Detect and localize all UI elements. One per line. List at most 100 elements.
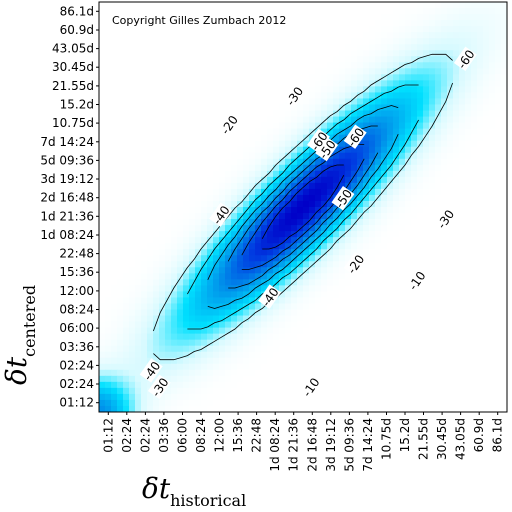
heatmap-cell — [141, 26, 148, 33]
heatmap-cell — [273, 321, 280, 329]
heatmap-cell — [291, 50, 298, 57]
heatmap-cell — [351, 182, 358, 190]
heatmap-cell — [303, 182, 310, 190]
heatmap-cell — [417, 255, 424, 262]
heatmap-cell — [477, 74, 484, 81]
heatmap-cell — [447, 182, 454, 190]
heatmap-cell — [219, 92, 226, 100]
heatmap-cell — [225, 327, 232, 335]
heatmap-cell — [429, 200, 436, 208]
heatmap-cell — [213, 68, 220, 75]
heatmap-cell — [177, 146, 184, 154]
heatmap-cell — [321, 104, 328, 112]
heatmap-cell — [231, 339, 238, 347]
heatmap-cell — [441, 32, 448, 39]
heatmap-cell — [123, 225, 130, 232]
heatmap-cell — [357, 38, 364, 45]
x-tick-label: 22:48 — [250, 418, 264, 453]
heatmap-cell — [207, 170, 214, 178]
heatmap-cell — [477, 369, 484, 377]
heatmap-cell — [171, 243, 178, 250]
heatmap-cell — [291, 243, 298, 250]
heatmap-cell — [237, 333, 244, 341]
heatmap-cell — [399, 2, 406, 9]
heatmap-cell — [465, 309, 472, 317]
heatmap-cell — [123, 182, 130, 190]
heatmap-cell — [213, 116, 220, 124]
heatmap-cell — [363, 285, 370, 293]
heatmap-cell — [189, 363, 196, 371]
heatmap-cell — [477, 44, 484, 51]
heatmap-cell — [159, 68, 166, 75]
heatmap-cell — [159, 194, 166, 202]
heatmap-cell — [477, 134, 484, 142]
heatmap-cell — [219, 104, 226, 112]
heatmap-cell — [159, 62, 166, 69]
heatmap-cell — [501, 26, 507, 33]
heatmap-cell — [357, 176, 364, 184]
heatmap-cell — [189, 152, 196, 160]
heatmap-cell — [441, 237, 448, 244]
heatmap-cell — [219, 2, 226, 9]
heatmap-cell — [369, 194, 376, 202]
heatmap-cell — [405, 104, 412, 112]
heatmap-cell — [495, 297, 502, 305]
heatmap-cell — [429, 14, 436, 21]
y-tick-label: 06:00 — [59, 321, 94, 335]
heatmap-cell — [123, 32, 130, 39]
heatmap-cell — [117, 255, 124, 262]
heatmap-cell — [159, 164, 166, 172]
heatmap-cell — [393, 297, 400, 305]
heatmap-cell — [477, 158, 484, 166]
heatmap-cell — [183, 207, 190, 214]
heatmap-cell — [303, 237, 310, 244]
heatmap-cell — [495, 146, 502, 154]
heatmap-cell — [207, 194, 214, 202]
heatmap-cell — [213, 405, 220, 412]
heatmap-cell — [171, 351, 178, 359]
heatmap-cell — [165, 62, 172, 69]
heatmap-cell — [99, 339, 106, 347]
heatmap-cell — [111, 309, 118, 317]
heatmap-cell — [237, 267, 244, 274]
heatmap-cell — [219, 26, 226, 33]
heatmap-cell — [393, 393, 400, 401]
heatmap-cell — [237, 26, 244, 33]
y-axis-subscript: centered — [20, 285, 39, 357]
heatmap-cell — [411, 146, 418, 154]
heatmap-cell — [201, 110, 208, 118]
heatmap-cell — [369, 273, 376, 280]
heatmap-cell — [369, 176, 376, 184]
heatmap-cell — [435, 86, 442, 94]
heatmap-cell — [441, 194, 448, 202]
heatmap-cell — [375, 62, 382, 69]
heatmap-cell — [417, 315, 424, 323]
heatmap-cell — [471, 14, 478, 21]
heatmap-cell — [285, 68, 292, 75]
heatmap-cell — [339, 321, 346, 329]
heatmap-cell — [99, 122, 106, 130]
heatmap-cell — [219, 158, 226, 166]
heatmap-cell — [447, 80, 454, 88]
heatmap-cell — [363, 110, 370, 118]
heatmap-cell — [291, 219, 298, 226]
heatmap-cell — [189, 14, 196, 21]
heatmap-cell — [267, 357, 274, 365]
heatmap-cell — [405, 194, 412, 202]
heatmap-cell — [129, 158, 136, 166]
heatmap-cell — [261, 200, 268, 208]
heatmap-cell — [339, 303, 346, 311]
heatmap-cell — [135, 158, 142, 166]
heatmap-cell — [135, 261, 142, 268]
heatmap-cell — [381, 285, 388, 293]
heatmap-cell — [141, 176, 148, 184]
heatmap-cell — [387, 273, 394, 280]
heatmap-cell — [363, 309, 370, 317]
heatmap-cell — [423, 279, 430, 286]
heatmap-cell — [447, 249, 454, 256]
heatmap-cell — [453, 315, 460, 323]
heatmap-cell — [351, 80, 358, 88]
heatmap-cell — [429, 321, 436, 329]
heatmap-cell — [231, 98, 238, 106]
heatmap-cell — [303, 86, 310, 94]
